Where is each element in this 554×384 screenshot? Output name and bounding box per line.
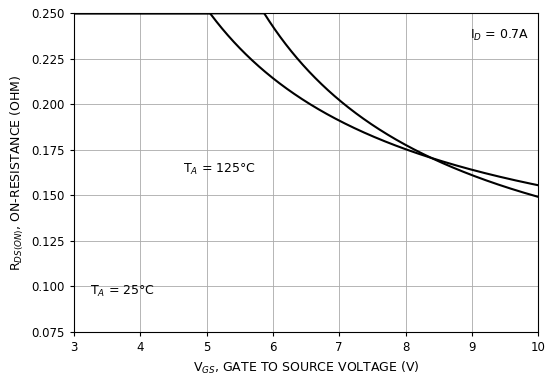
Text: T$_A$ = 125°C: T$_A$ = 125°C — [183, 162, 256, 177]
Text: I$_D$ = 0.7A: I$_D$ = 0.7A — [470, 28, 529, 43]
Text: T$_A$ = 25°C: T$_A$ = 25°C — [90, 284, 155, 299]
X-axis label: V$_{GS}$, GATE TO SOURCE VOLTAGE (V): V$_{GS}$, GATE TO SOURCE VOLTAGE (V) — [193, 359, 419, 376]
Y-axis label: R$_{DS(ON)}$, ON-RESISTANCE (OHM): R$_{DS(ON)}$, ON-RESISTANCE (OHM) — [8, 74, 25, 271]
